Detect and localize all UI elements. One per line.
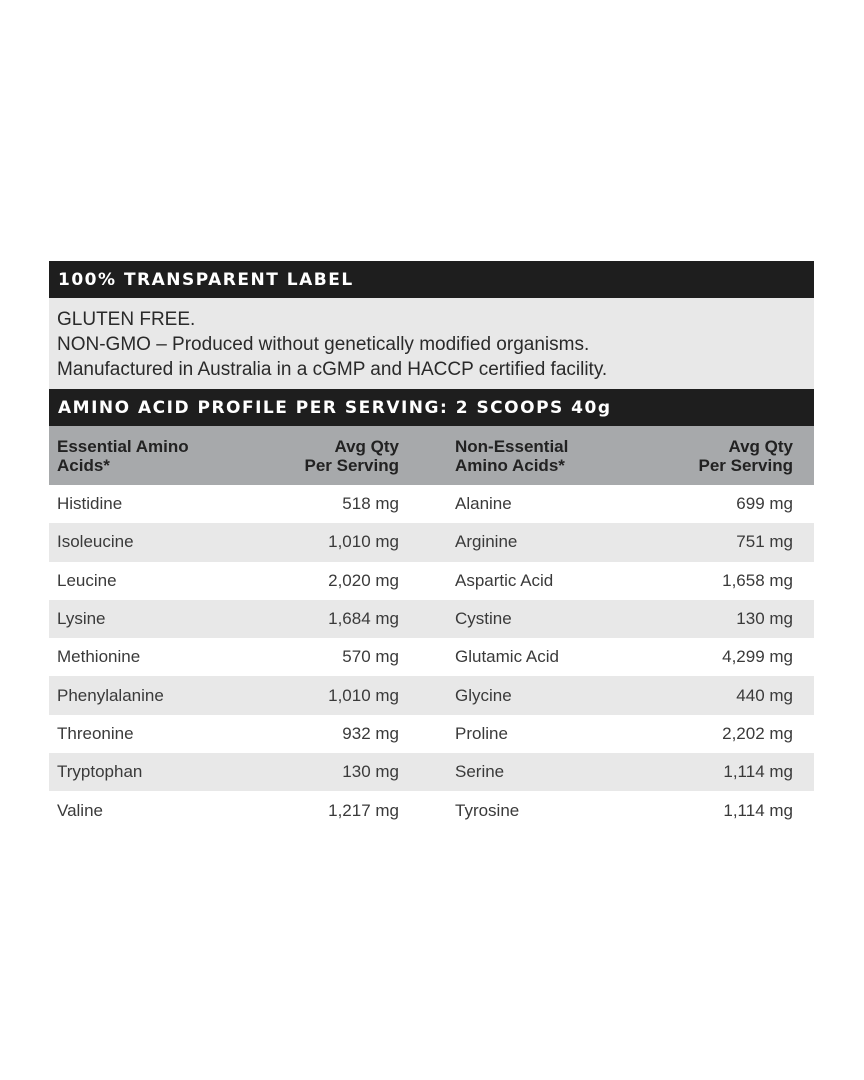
info-line: GLUTEN FREE.: [57, 309, 196, 330]
non-essential-qty: 1,114 mg: [723, 800, 793, 820]
essential-qty: 1,010 mg: [328, 685, 399, 705]
label-title: 100% TRANSPARENT LABEL: [49, 261, 814, 298]
non-essential-qty: 699 mg: [736, 494, 793, 514]
non-essential-name: Proline: [455, 723, 508, 743]
essential-name: Threonine: [57, 723, 134, 743]
header-text: Non-Essential: [455, 437, 569, 456]
essential-name: Isoleucine: [57, 532, 134, 552]
profile-title: AMINO ACID PROFILE PER SERVING: 2 SCOOPS…: [49, 389, 814, 426]
essential-qty: 932 mg: [342, 723, 399, 743]
essential-qty: 2,020 mg: [328, 570, 399, 590]
header-essential: Essential Amino Acids*: [57, 437, 189, 475]
essential-qty: 570 mg: [342, 647, 399, 667]
non-essential-qty: 1,114 mg: [723, 762, 793, 782]
essential-name: Phenylalanine: [57, 685, 164, 705]
non-essential-name: Serine: [455, 762, 505, 782]
non-essential-qty: 751 mg: [736, 532, 793, 552]
header-text: Avg Qty: [728, 437, 793, 456]
table-header: Essential Amino Acids* Avg Qty Per Serving…: [49, 426, 814, 485]
table-row: Valine 1,217 mg Tyrosine 1,114 mg: [49, 791, 814, 829]
nutrition-panel: 100% TRANSPARENT LABEL GLUTEN FREE. NON-…: [49, 261, 814, 830]
essential-name: Tryptophan: [57, 762, 143, 782]
table-row: Lysine 1,684 mg Cystine 130 mg: [49, 599, 814, 639]
table-row: Histidine 518 mg Alanine 699 mg: [49, 485, 814, 523]
non-essential-qty: 2,202 mg: [722, 723, 793, 743]
non-essential-name: Cystine: [455, 609, 512, 629]
table-row: Leucine 2,020 mg Aspartic Acid 1,658 mg: [49, 562, 814, 600]
header-text: Per Serving: [698, 456, 794, 475]
header-non-essential: Non-Essential Amino Acids*: [455, 437, 568, 475]
header-text: Avg Qty: [334, 437, 399, 456]
essential-name: Methionine: [57, 647, 141, 667]
essential-qty: 518 mg: [342, 494, 399, 514]
non-essential-name: Tyrosine: [455, 800, 520, 820]
non-essential-qty: 1,658 mg: [722, 570, 793, 590]
non-essential-name: Alanine: [455, 494, 512, 514]
non-essential-qty: 4,299 mg: [722, 647, 793, 667]
table-row: Tryptophan 130 mg Serine 1,114 mg: [49, 753, 814, 792]
non-essential-name: Aspartic Acid: [455, 570, 554, 590]
non-essential-qty: 130 mg: [736, 609, 793, 629]
essential-qty: 1,684 mg: [328, 609, 399, 629]
info-line: NON-GMO – Produced without genetically m…: [57, 334, 590, 355]
essential-qty: 1,217 mg: [328, 800, 399, 820]
table-row: Threonine 932 mg Proline 2,202 mg: [49, 715, 814, 753]
header-text: Acids*: [57, 456, 110, 475]
non-essential-name: Arginine: [455, 532, 518, 552]
table-body: Histidine 518 mg Alanine 699 mg Isoleucine 1,…: [49, 485, 814, 830]
table-row: Methionine 570 mg Glutamic Acid 4,299 mg: [49, 638, 814, 676]
info-section: GLUTEN FREE. NON-GMO – Produced without …: [49, 298, 814, 389]
table-row: Phenylalanine 1,010 mg Glycine 440 mg: [49, 676, 814, 715]
info-line: Manufactured in Australia in a cGMP and …: [57, 359, 608, 380]
essential-name: Leucine: [57, 570, 117, 590]
non-essential-name: Glycine: [455, 685, 512, 705]
non-essential-name: Glutamic Acid: [455, 647, 559, 667]
table-row: Isoleucine 1,010 mg Arginine 751 mg: [49, 523, 814, 562]
header-qty: Avg Qty Per Serving: [699, 437, 794, 475]
header-text: Amino Acids*: [455, 456, 565, 475]
essential-qty: 1,010 mg: [328, 532, 399, 552]
essential-name: Valine: [57, 800, 103, 820]
header-text: Essential Amino: [57, 437, 189, 456]
essential-name: Histidine: [57, 494, 123, 514]
essential-name: Lysine: [57, 609, 106, 629]
non-essential-qty: 440 mg: [736, 685, 793, 705]
header-text: Per Serving: [304, 456, 400, 475]
essential-qty: 130 mg: [342, 762, 399, 782]
header-qty: Avg Qty Per Serving: [305, 437, 400, 475]
